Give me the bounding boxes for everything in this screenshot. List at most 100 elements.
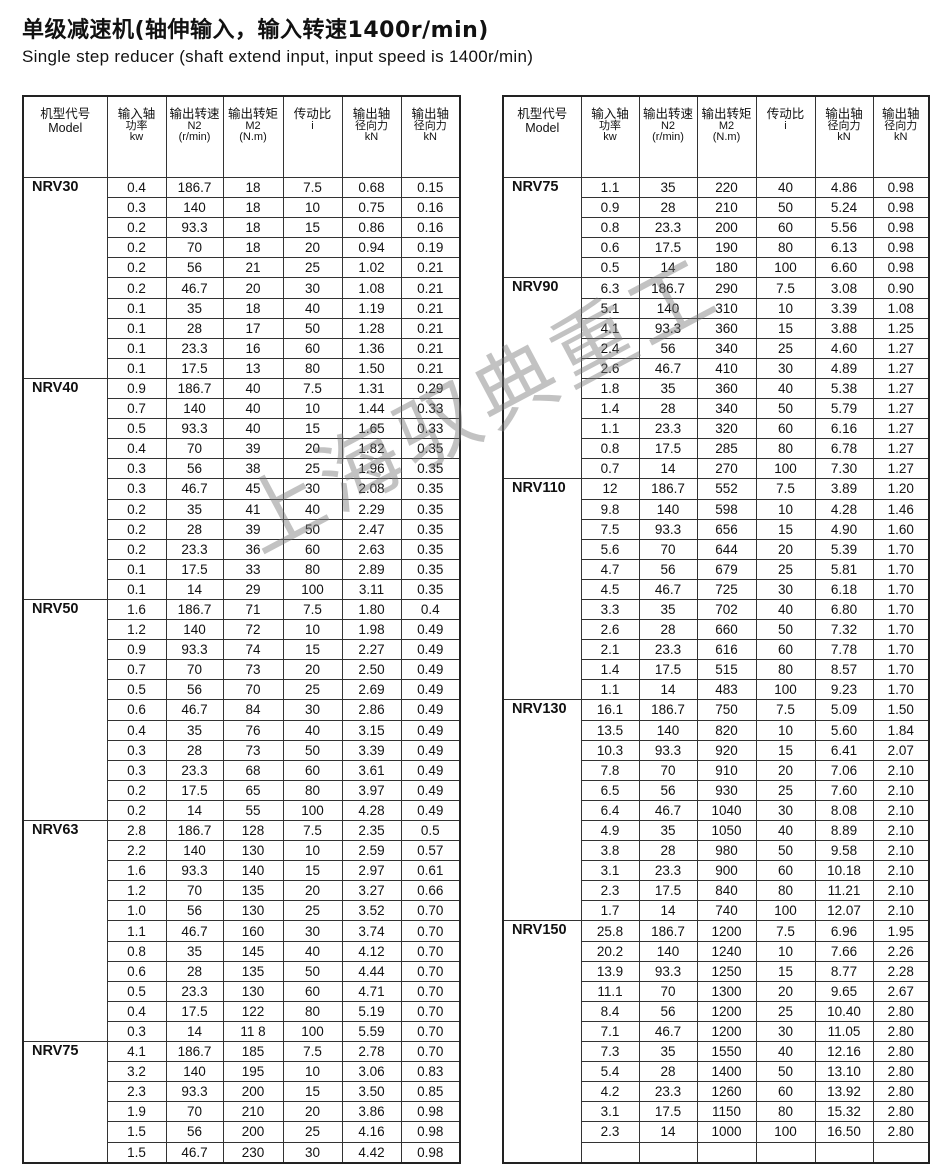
cell-radial-force: 3.74 <box>341 920 402 942</box>
cell-ratio: 25 <box>282 458 343 480</box>
cell-radial-force-2: 0.70 <box>400 1000 461 1022</box>
cell-radial-force: 6.96 <box>814 920 874 942</box>
cell-radial-force-2: 0.35 <box>400 558 461 580</box>
cell-ratio: 60 <box>282 759 343 781</box>
cell-radial-force: 13.10 <box>814 1061 874 1083</box>
cell-radial-force: 5.56 <box>814 217 874 239</box>
cell-radial-force-2: 0.90 <box>872 277 930 299</box>
cell-input-power: 0.3 <box>106 197 167 219</box>
cell-ratio: 30 <box>755 357 816 379</box>
cell-input-power: 2.8 <box>106 819 167 842</box>
cell-output-speed: 46.7 <box>638 357 698 379</box>
cell-radial-force: 2.08 <box>341 478 402 500</box>
cell-input-power: 0.8 <box>106 940 167 962</box>
cell-output-speed: 35 <box>638 819 698 842</box>
cell-output-torque: 290 <box>696 277 757 299</box>
cell-ratio: 15 <box>282 217 343 239</box>
cell-ratio: 25 <box>282 900 343 922</box>
cell-output-torque: 1200 <box>696 1020 757 1043</box>
column-header-radial-force-2: 输出轴 径向力 kN <box>400 95 461 178</box>
cell-radial-force-2: 0.70 <box>400 900 461 922</box>
cell-input-power: 2.3 <box>580 1121 640 1143</box>
cell-radial-force-2: 0.33 <box>400 398 461 420</box>
column-header-radial-force-2: 输出轴 径向力 kN <box>872 95 930 178</box>
cell-output-speed: 17.5 <box>638 237 698 259</box>
cell-output-speed: 46.7 <box>165 920 224 942</box>
header-line1: 输入轴 <box>117 107 156 121</box>
cell-ratio: 60 <box>282 538 343 560</box>
cell-radial-force: 4.16 <box>341 1121 402 1143</box>
cell-input-power: 5.1 <box>580 297 640 319</box>
cell-radial-force-2: 0.85 <box>400 1081 461 1103</box>
cell-radial-force: 3.06 <box>341 1061 402 1083</box>
cell-output-torque: 200 <box>222 1121 284 1143</box>
cell-output-torque: 18 <box>222 176 284 199</box>
cell-output-torque: 39 <box>222 518 284 540</box>
cell-input-power: 1.2 <box>106 880 167 902</box>
cell-output-speed: 28 <box>165 739 224 761</box>
table-row: 0.1 23.3 16 60 1.36 0.21 <box>23 337 461 359</box>
cell-input-power: 0.3 <box>106 739 167 761</box>
cell-input-power: 10.3 <box>580 739 640 761</box>
cell-ratio: 50 <box>282 317 343 339</box>
cell-radial-force-2: 0.33 <box>400 418 461 440</box>
cell-radial-force-2: 1.27 <box>872 438 930 460</box>
cell-input-power: 1.4 <box>580 659 640 681</box>
table-row: NRV90 6.3 186.7 290 7.5 3.08 0.90 <box>502 277 930 480</box>
cell-input-power: 4.5 <box>580 578 640 600</box>
cell-output-torque: 483 <box>696 679 757 701</box>
column-header-input-power: 输入轴 功率 kw <box>580 95 640 178</box>
cell-output-speed: 186.7 <box>165 1041 224 1063</box>
cell-radial-force-2: 2.10 <box>872 840 930 862</box>
cell-input-power: 0.2 <box>106 277 167 299</box>
cell-input-power: 16.1 <box>580 699 640 721</box>
cell-radial-force: 2.35 <box>341 819 402 842</box>
cell-radial-force-2: 1.20 <box>872 478 930 500</box>
cell-input-power: 3.1 <box>580 860 640 882</box>
cell-input-power: 3.8 <box>580 840 640 862</box>
cell-output-speed: 46.7 <box>638 578 698 600</box>
header-line2: 功率 <box>125 120 148 132</box>
cell-radial-force-2: 2.26 <box>872 940 930 962</box>
cell-radial-force: 1.82 <box>341 438 402 460</box>
cell-radial-force-2: 0.49 <box>400 619 461 641</box>
cell-output-speed: 186.7 <box>165 819 224 842</box>
cell-ratio: 15 <box>282 639 343 661</box>
table-row: 2.4 56 340 25 4.60 1.27 <box>503 337 930 359</box>
cell-radial-force: 7.78 <box>814 639 874 661</box>
cell-radial-force: 0.86 <box>341 217 402 239</box>
header-line1: 输出轴 <box>881 107 920 121</box>
cell-radial-force: 4.71 <box>341 980 402 1002</box>
cell-ratio: 20 <box>755 980 816 1002</box>
cell-ratio: 10 <box>282 398 343 420</box>
cell-radial-force: 5.09 <box>814 699 874 721</box>
cell-output-torque: 74 <box>222 639 284 661</box>
table-row: 3.8 28 980 50 9.58 2.10 <box>503 840 930 862</box>
cell-output-torque: 1250 <box>696 960 757 982</box>
table-row: 13.5 140 820 10 5.60 1.84 <box>503 719 930 741</box>
cell-output-torque: 320 <box>696 418 757 440</box>
cell-radial-force: 1.50 <box>341 357 402 379</box>
cell-output-torque: 135 <box>222 880 284 902</box>
cell-output-torque: 1150 <box>696 1101 757 1123</box>
cell-output-speed: 28 <box>638 619 698 641</box>
cell-output-speed: 14 <box>165 1020 224 1043</box>
cell-output-speed: 23.3 <box>638 418 698 440</box>
cell-radial-force: 3.89 <box>814 478 874 500</box>
table-row: NRV40 0.9 186.7 40 7.5 1.31 0.29 <box>22 377 461 600</box>
cell-output-speed: 23.3 <box>165 337 224 359</box>
cell-ratio: 25 <box>755 558 816 580</box>
cell-ratio: 80 <box>282 357 343 379</box>
cell-input-power: 2.6 <box>580 357 640 379</box>
model-cell: NRV90 <box>502 277 582 480</box>
cell-output-torque: 130 <box>222 840 284 862</box>
cell-radial-force-2: 1.50 <box>872 699 930 721</box>
cell-radial-force: 16.50 <box>814 1121 874 1143</box>
table-row: 4.1 93.3 360 15 3.88 1.25 <box>503 317 930 339</box>
cell-radial-force-2: 0.29 <box>400 377 461 400</box>
cell-radial-force: 12.16 <box>814 1041 874 1063</box>
cell-radial-force-2: 0.70 <box>400 980 461 1002</box>
cell-radial-force: 13.92 <box>814 1081 874 1103</box>
header-line1: 输出转矩 <box>227 107 278 121</box>
cell-radial-force-2: 1.60 <box>872 518 930 540</box>
